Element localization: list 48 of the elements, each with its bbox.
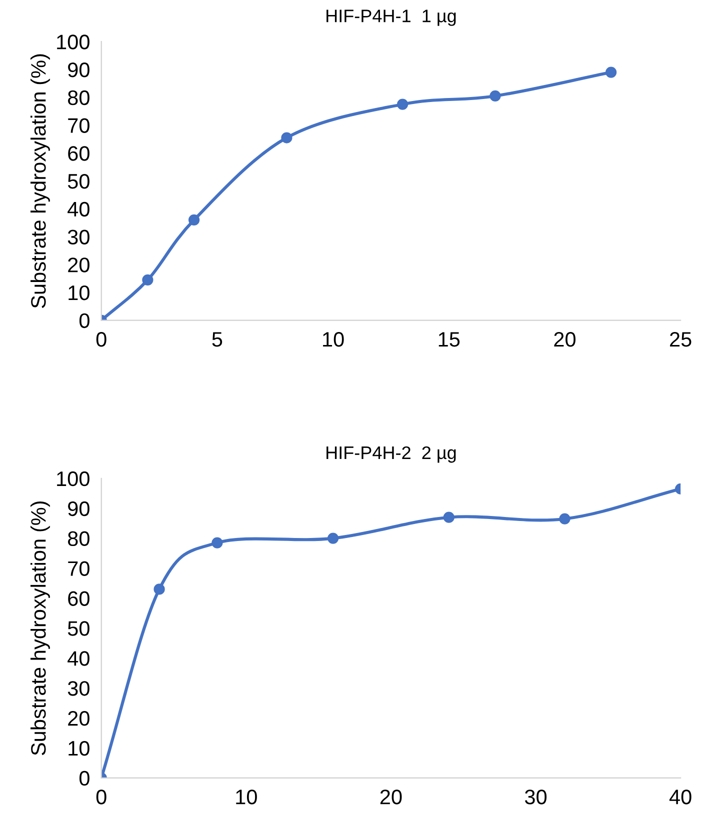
y-tick-label: 100 [57,471,90,486]
y-tick-label: 30 [68,681,90,696]
y-tick-label: 0 [79,770,90,786]
point [142,274,154,286]
point [443,512,454,523]
y-tick-label: 20 [68,258,90,272]
point [490,90,501,102]
x-tick-label: 0 [96,790,106,804]
y-tick-label: 30 [68,230,90,244]
x-tick-label: 20 [380,790,402,804]
point [396,98,408,110]
x-tick-label: 25 [670,332,692,347]
point [188,214,200,226]
y-tick-label: 40 [68,651,90,666]
x-tick-label: 30 [524,790,547,804]
point [281,132,292,144]
y-tick-label: 0 [79,313,90,328]
y-tick-label: 60 [68,146,90,161]
y-tick-label: 80 [68,531,90,546]
y-tick-label: 70 [68,561,90,576]
y-tick-label: 60 [68,591,90,606]
point [606,66,617,78]
chart-title: HIF-P4H-2 2 µg [326,446,456,463]
y-tick-label: 10 [68,740,90,756]
x-tick-label: 0 [96,332,106,347]
point [327,532,339,544]
y-tick-label: 20 [68,711,90,726]
chart-title: HIF-P4H-1 1 µg [326,10,456,26]
x-tick-label: 10 [236,790,257,804]
x-tick-label: 15 [438,332,460,347]
point [212,537,223,548]
point [154,584,165,595]
point [559,513,570,524]
y-tick-label: 70 [68,118,90,133]
y-tick-label: 10 [68,285,90,300]
x-tick-label: 20 [554,332,576,347]
x-tick-label: 10 [323,332,344,347]
y-axis-title: Substrate hydroxylation (%) [30,54,50,308]
y-tick-label: 100 [57,34,90,50]
y-tick-label: 90 [68,501,90,516]
y-tick-label: 80 [68,90,90,106]
y-tick-label: 40 [68,202,90,217]
y-axis-title: Substrate hydroxylation (%) [30,501,50,756]
x-tick-label: 5 [212,332,222,347]
y-tick-label: 50 [68,174,90,189]
y-tick-label: 90 [68,62,90,78]
x-tick-label: 40 [669,790,692,804]
y-tick-label: 50 [68,621,90,636]
